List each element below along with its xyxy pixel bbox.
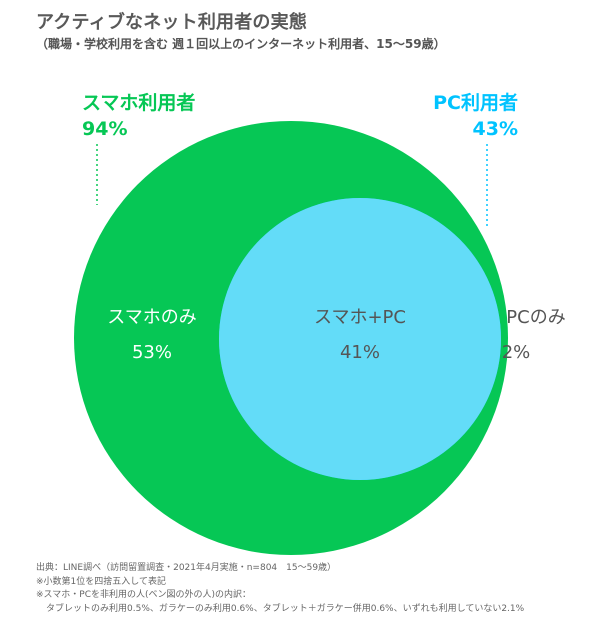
footnote-source: 出典：LINE調べ（訪問留置調査・2021年4月実施・n=804 15〜59歳）	[36, 563, 337, 573]
chart-title: アクティブなネット利用者の実態	[36, 12, 308, 33]
smartphone-set-value: 94%	[82, 118, 127, 140]
venn-diagram: スマホ利用者 94% PC利用者 43% スマホのみ 53% スマホ+PC 41…	[74, 92, 566, 555]
pc-set-value: 43%	[473, 118, 518, 140]
chart-subtitle: （職場・学校利用を含む 週１回以上のインターネット利用者、15〜59歳）	[36, 37, 446, 51]
footnote-rounding: ※小数第1位を四捨五入して表記	[36, 576, 166, 587]
region-pc-only-value: 2%	[502, 342, 531, 363]
footnote-outside-detail: タブレットのみ利用0.5%、ガラケーのみ利用0.6%、タブレット＋ガラケー併用0…	[46, 603, 525, 614]
region-smartphone-only-label: スマホのみ	[107, 307, 196, 328]
smartphone-set-label: スマホ利用者	[82, 92, 195, 114]
overlap-region	[219, 198, 501, 480]
region-smartphone-only-value: 53%	[132, 342, 172, 363]
footnotes: 出典：LINE調べ（訪問留置調査・2021年4月実施・n=804 15〜59歳）…	[36, 562, 524, 616]
pc-set-label: PC利用者	[433, 92, 518, 114]
region-pc-only-label: PCのみ	[506, 307, 565, 328]
region-both-value: 41%	[340, 342, 380, 363]
region-both-label: スマホ+PC	[314, 307, 406, 328]
footnote-outside-header: ※スマホ・PCを非利用の人(ベン図の外の人)の内訳：	[36, 590, 252, 600]
